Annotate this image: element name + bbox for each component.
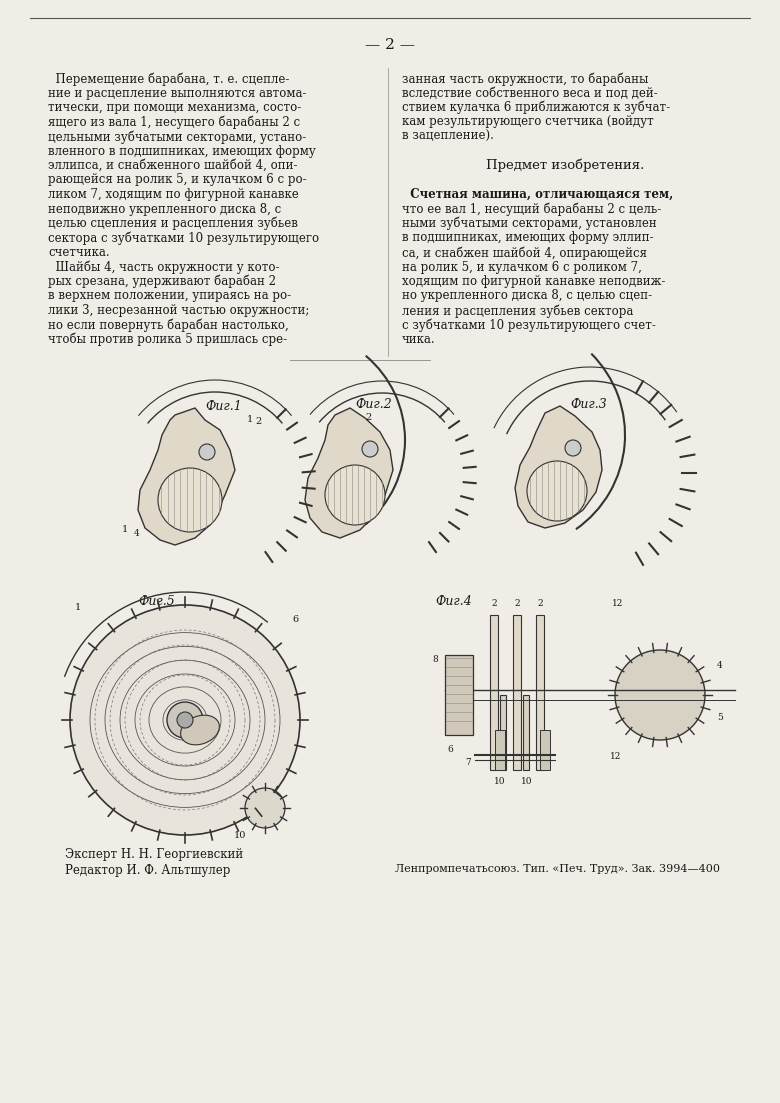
Text: с зубчатками 10 результирующего счет-: с зубчатками 10 результирующего счет- xyxy=(402,319,656,332)
Text: чтобы против ролика 5 пришлась сре-: чтобы против ролика 5 пришлась сре- xyxy=(48,333,287,346)
Text: Шайбы 4, часть окружности у кото-: Шайбы 4, часть окружности у кото- xyxy=(48,260,279,274)
Text: Счетная машина, отличающаяся тем,: Счетная машина, отличающаяся тем, xyxy=(402,188,673,201)
Text: 2: 2 xyxy=(491,599,497,608)
Text: рающейся на ролик 5, и кулачком 6 с ро-: рающейся на ролик 5, и кулачком 6 с ро- xyxy=(48,173,307,186)
Text: тически, при помощи механизма, состо-: тически, при помощи механизма, состо- xyxy=(48,101,301,114)
Text: ние и расцепление выполняются автома-: ние и расцепление выполняются автома- xyxy=(48,86,307,99)
Text: чика.: чика. xyxy=(402,333,435,346)
Circle shape xyxy=(158,468,222,532)
Text: 1: 1 xyxy=(75,603,81,612)
Text: неподвижно укрепленного диска 8, с: неподвижно укрепленного диска 8, с xyxy=(48,203,282,215)
Circle shape xyxy=(245,788,285,828)
Text: кам результирующего счетчика (войдут: кам результирующего счетчика (войдут xyxy=(402,116,654,129)
Text: 4: 4 xyxy=(134,528,140,537)
Text: вленного в подшипниках, имеющих форму: вленного в подшипниках, имеющих форму xyxy=(48,144,316,158)
Text: Редактор И. Ф. Альтшулер: Редактор И. Ф. Альтшулер xyxy=(65,864,230,877)
Text: 12: 12 xyxy=(610,752,622,761)
Text: что ее вал 1, несущий барабаны 2 с цель-: что ее вал 1, несущий барабаны 2 с цель- xyxy=(402,203,661,216)
Text: счетчика.: счетчика. xyxy=(48,246,110,259)
Text: ходящим по фигурной канавке неподвиж-: ходящим по фигурной канавке неподвиж- xyxy=(402,275,665,288)
Text: 2: 2 xyxy=(255,418,261,427)
Circle shape xyxy=(177,713,193,728)
Text: ствием кулачка 6 приближаются к зубчат-: ствием кулачка 6 приближаются к зубчат- xyxy=(402,101,670,115)
Text: рых срезана, удерживают барабан 2: рых срезана, удерживают барабан 2 xyxy=(48,275,276,289)
Text: Перемещение барабана, т. е. сцепле-: Перемещение барабана, т. е. сцепле- xyxy=(48,72,289,86)
Text: 6: 6 xyxy=(292,615,298,624)
Polygon shape xyxy=(515,406,602,528)
Text: ликом 7, ходящим по фигурной канавке: ликом 7, ходящим по фигурной канавке xyxy=(48,188,299,201)
Text: — 2 —: — 2 — xyxy=(365,38,415,52)
Text: эллипса, и снабженного шайбой 4, опи-: эллипса, и снабженного шайбой 4, опи- xyxy=(48,159,297,172)
Text: 10: 10 xyxy=(234,831,246,839)
Text: Фиг.3: Фиг.3 xyxy=(570,398,607,411)
Text: сектора с зубчатками 10 результирующего: сектора с зубчатками 10 результирующего xyxy=(48,232,319,245)
Text: целью сцепления и расцепления зубьев: целью сцепления и расцепления зубьев xyxy=(48,217,298,231)
Text: Фиг.2: Фиг.2 xyxy=(355,398,392,411)
Circle shape xyxy=(565,440,581,456)
Text: в зацепление).: в зацепление). xyxy=(402,130,494,143)
Text: Эксперт Н. Н. Георгиевский: Эксперт Н. Н. Георгиевский xyxy=(65,848,243,861)
Text: 4: 4 xyxy=(717,661,723,670)
Text: ления и расцепления зубьев сектора: ления и расцепления зубьев сектора xyxy=(402,304,633,318)
Bar xyxy=(495,730,505,770)
Circle shape xyxy=(615,650,705,740)
Circle shape xyxy=(70,606,300,835)
Bar xyxy=(445,655,473,735)
Text: 2: 2 xyxy=(365,414,371,422)
Text: на ролик 5, и кулачком 6 с роликом 7,: на ролик 5, и кулачком 6 с роликом 7, xyxy=(402,260,642,274)
Polygon shape xyxy=(305,408,393,538)
Text: 1: 1 xyxy=(247,416,254,425)
Text: 5: 5 xyxy=(717,714,723,722)
Text: 12: 12 xyxy=(612,599,624,608)
Text: занная часть окружности, то барабаны: занная часть окружности, то барабаны xyxy=(402,72,648,86)
Text: цельными зубчатыми секторами, устано-: цельными зубчатыми секторами, устано- xyxy=(48,130,307,143)
Text: но если повернуть барабан настолько,: но если повернуть барабан настолько, xyxy=(48,319,289,332)
Text: лики 3, несрезанной частью окружности;: лики 3, несрезанной частью окружности; xyxy=(48,304,310,317)
Text: Фиг.1: Фиг.1 xyxy=(205,400,242,413)
Circle shape xyxy=(362,441,378,457)
Polygon shape xyxy=(138,408,235,545)
Text: 7: 7 xyxy=(465,758,471,767)
Text: 1: 1 xyxy=(122,525,128,535)
Text: са, и снабжен шайбой 4, опирающейся: са, и снабжен шайбой 4, опирающейся xyxy=(402,246,647,259)
Bar xyxy=(500,695,506,770)
Text: 2: 2 xyxy=(514,599,519,608)
Text: 10: 10 xyxy=(495,777,505,786)
Circle shape xyxy=(199,445,215,460)
Text: в подшипниках, имеющих форму эллип-: в подшипниках, имеющих форму эллип- xyxy=(402,232,654,245)
Text: 10: 10 xyxy=(521,777,533,786)
Text: Фиг.4: Фиг.4 xyxy=(435,595,472,608)
Circle shape xyxy=(325,465,385,525)
Text: но укрепленного диска 8, с целью сцеп-: но укрепленного диска 8, с целью сцеп- xyxy=(402,289,652,302)
Text: Ленпромпечатьсоюз. Тип. «Печ. Труд». Зак. 3994—400: Ленпромпечатьсоюз. Тип. «Печ. Труд». Зак… xyxy=(395,864,720,874)
Text: Фиг.5: Фиг.5 xyxy=(138,595,175,608)
Bar xyxy=(523,695,529,770)
Text: вследствие собственного веса и под дей-: вследствие собственного веса и под дей- xyxy=(402,86,658,99)
Bar xyxy=(513,615,521,770)
Text: 8: 8 xyxy=(432,655,438,664)
Text: Предмет изобретения.: Предмет изобретения. xyxy=(486,159,644,172)
Bar xyxy=(540,730,550,770)
Text: 2: 2 xyxy=(537,599,543,608)
Circle shape xyxy=(167,702,203,738)
Bar xyxy=(490,615,498,770)
Text: в верхнем положении, упираясь на ро-: в верхнем положении, упираясь на ро- xyxy=(48,289,291,302)
Circle shape xyxy=(527,461,587,521)
Text: ными зубчатыми секторами, установлен: ными зубчатыми секторами, установлен xyxy=(402,217,657,231)
Bar xyxy=(536,615,544,770)
Ellipse shape xyxy=(181,715,219,745)
Text: 6: 6 xyxy=(447,745,453,754)
Text: ящего из вала 1, несущего барабаны 2 с: ящего из вала 1, несущего барабаны 2 с xyxy=(48,116,300,129)
